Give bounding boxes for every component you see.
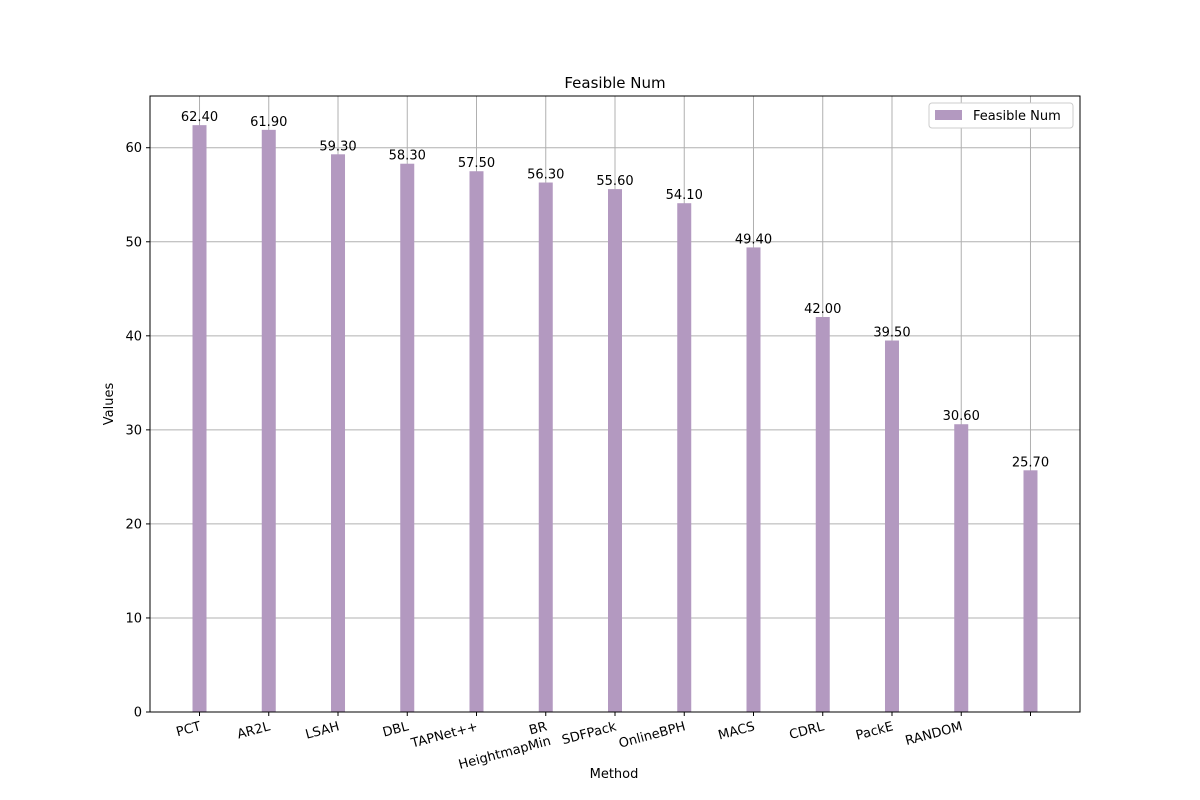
value-label: 54.10 (666, 188, 703, 203)
bar (192, 125, 207, 713)
bar (400, 163, 415, 712)
y-tick-label: 0 (134, 706, 142, 721)
legend-swatch (935, 110, 962, 120)
bar (815, 317, 830, 712)
x-axis-label: Method (590, 767, 639, 782)
x-tick-label: CDRL (788, 719, 827, 743)
x-tick-label: TAPNet++ (409, 719, 480, 751)
bar (746, 247, 761, 712)
y-tick-label: 60 (125, 141, 142, 156)
bar (538, 182, 553, 712)
x-tick-label: AR2L (236, 719, 273, 742)
x-tick-label: MACS (717, 719, 757, 743)
bar (884, 340, 899, 712)
x-tick-label: PackE (854, 719, 895, 743)
x-tick-label: RANDOM (904, 719, 964, 749)
value-label: 42.00 (804, 302, 841, 317)
y-tick-label: 30 (125, 423, 142, 438)
bar (261, 129, 276, 712)
bar (1023, 470, 1038, 712)
bar (954, 424, 969, 712)
x-tick-label: LSAH (304, 719, 341, 742)
y-tick-label: 20 (125, 517, 142, 532)
x-tick-label: DBL (381, 719, 411, 740)
x-tick-label: PCT (175, 719, 203, 740)
y-tick-label: 10 (125, 611, 142, 626)
x-tick-label: OnlineBPH (617, 719, 687, 751)
plot-frame (149, 95, 1081, 713)
value-label: 57.50 (458, 156, 495, 171)
value-label: 59.30 (319, 139, 356, 154)
x-tick-label: SDFPack (560, 719, 618, 748)
value-label: 62.40 (181, 110, 218, 125)
chart-title: Feasible Num (564, 74, 665, 92)
bar (469, 171, 484, 713)
value-label: 30.60 (943, 409, 980, 424)
y-axis-label: Values (102, 383, 117, 426)
y-tick-label: 40 (125, 329, 142, 344)
value-label: 55.60 (596, 174, 633, 189)
bar (608, 189, 622, 712)
bar (331, 154, 346, 712)
value-label: 39.50 (873, 326, 910, 341)
bar (677, 203, 692, 712)
value-label: 58.30 (389, 149, 426, 164)
y-tick-label: 50 (125, 235, 142, 250)
value-label: 25.70 (1012, 455, 1049, 470)
legend-label: Feasible Num (973, 109, 1061, 124)
value-label: 56.30 (527, 168, 564, 183)
legend-box (928, 102, 1074, 129)
value-label: 49.40 (735, 232, 772, 247)
value-label: 61.90 (250, 115, 287, 130)
